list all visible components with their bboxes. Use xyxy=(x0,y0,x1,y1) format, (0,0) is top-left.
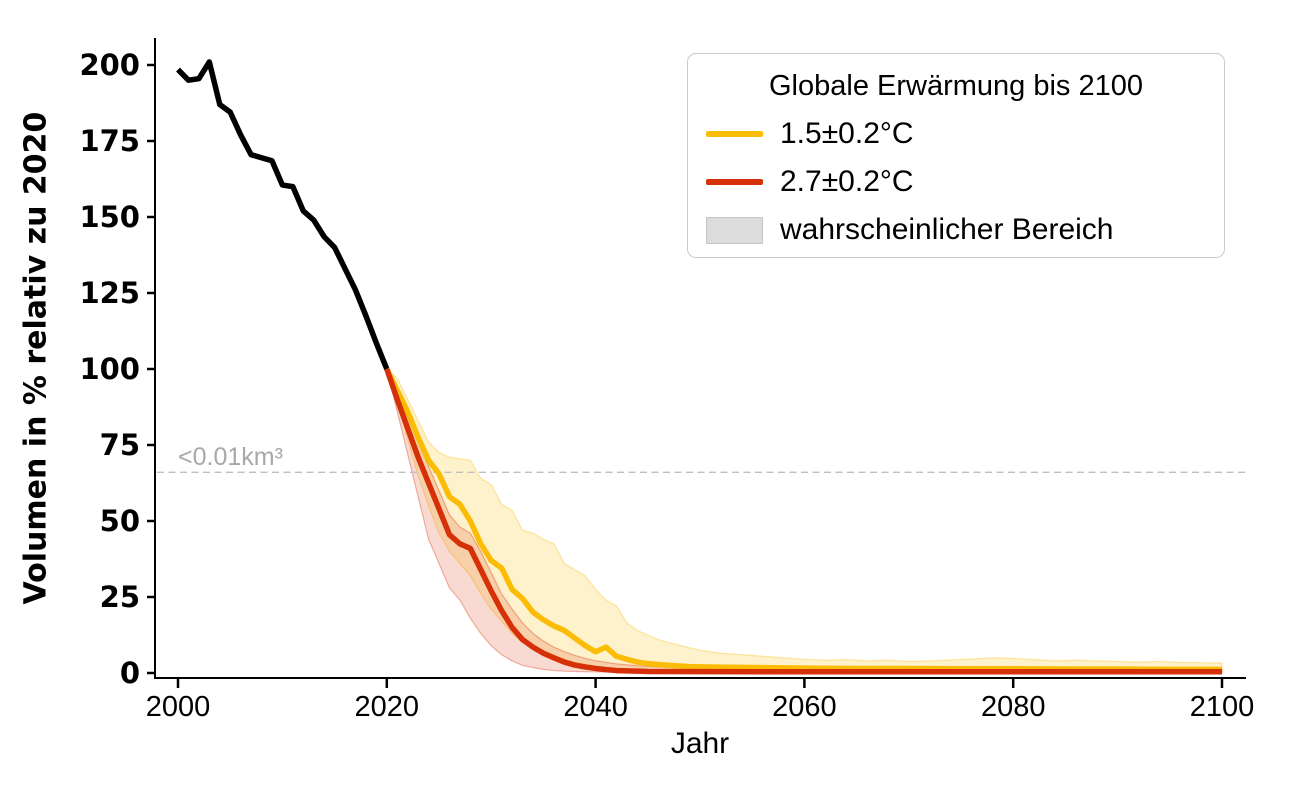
y-tick-label: 125 xyxy=(79,276,140,310)
y-tick-label: 75 xyxy=(100,428,140,462)
y-tick-label: 25 xyxy=(100,580,140,614)
y-tick-label: 100 xyxy=(79,352,140,386)
y-tick-label: 50 xyxy=(100,504,140,538)
legend-line-swatch-1p5 xyxy=(706,131,763,137)
x-tick-label: 2100 xyxy=(1190,691,1255,723)
x-axis-label: Jahr xyxy=(670,727,730,760)
legend-entry-1p5: 1.5±0.2°C xyxy=(688,110,1224,158)
x-tick-label: 2040 xyxy=(563,691,628,723)
series-line-0 xyxy=(176,59,390,371)
legend-label-1p5: 1.5±0.2°C xyxy=(780,117,914,150)
legend-entry-2p7: 2.7±0.2°C xyxy=(688,158,1224,206)
legend-patch-swatch-range xyxy=(706,216,763,244)
series-line-2 xyxy=(384,368,1222,675)
legend-line-swatch-2p7 xyxy=(706,179,763,185)
x-tick-label: 2000 xyxy=(146,691,211,723)
y-tick-label: 200 xyxy=(79,48,140,82)
x-tick-label: 2080 xyxy=(981,691,1046,723)
legend-label-range: wahrscheinlicher Bereich xyxy=(780,213,1114,246)
x-tick-label: 2020 xyxy=(355,691,420,723)
legend: Globale Erwärmung bis 2100 1.5±0.2°C 2.7… xyxy=(687,53,1225,258)
y-tick-label: 175 xyxy=(79,124,140,158)
legend-label-2p7: 2.7±0.2°C xyxy=(780,165,914,198)
y-axis-label: Volumen in % relativ zu 2020 xyxy=(18,111,54,605)
legend-entry-range: wahrscheinlicher Bereich xyxy=(688,206,1224,254)
y-tick-label: 0 xyxy=(120,656,140,690)
series-line-1 xyxy=(384,367,1222,673)
legend-title: Globale Erwärmung bis 2100 xyxy=(769,70,1143,102)
y-tick-label: 150 xyxy=(79,200,140,234)
threshold-annotation: <0.01km³ xyxy=(178,443,283,471)
x-tick-label: 2060 xyxy=(772,691,837,723)
